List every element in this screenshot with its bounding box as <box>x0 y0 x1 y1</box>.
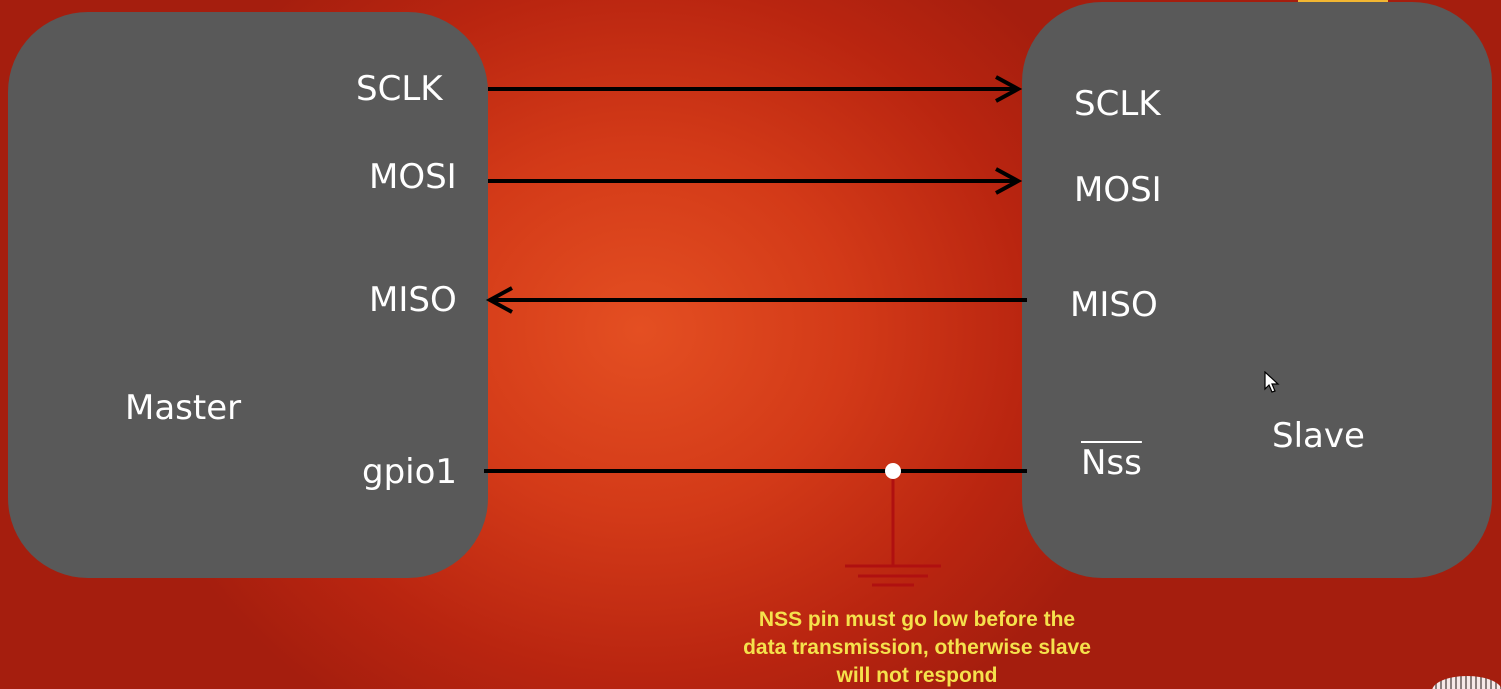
master-mosi-label: MOSI <box>369 157 457 197</box>
top-accent-bar <box>1298 0 1388 3</box>
slave-title: Slave <box>1272 416 1365 456</box>
slave-sclk-label: SCLK <box>1074 84 1161 124</box>
slave-box <box>1022 2 1492 578</box>
master-box <box>8 12 488 578</box>
note-line-2: data transmission, otherwise slave <box>743 636 1091 659</box>
master-sclk-label: SCLK <box>356 69 443 109</box>
master-title: Master <box>125 388 242 428</box>
mouse-cursor-icon <box>1264 371 1280 393</box>
slave-nss-label: Nss <box>1081 443 1142 483</box>
corner-badge-icon <box>1432 676 1501 689</box>
slave-mosi-label: MOSI <box>1074 170 1162 210</box>
mosi-arrow-head <box>995 167 1023 195</box>
slave-miso-label: MISO <box>1070 285 1158 325</box>
note-line-3: will not respond <box>836 664 998 687</box>
junction-dot <box>885 463 901 479</box>
miso-arrow-head <box>485 286 513 314</box>
sclk-arrow-head <box>995 75 1023 103</box>
note-line-1: NSS pin must go low before the <box>758 608 1076 631</box>
nss-note: NSS pin must go low before the data tran… <box>700 606 1134 689</box>
master-miso-label: MISO <box>369 280 457 320</box>
master-gpio-label: gpio1 <box>362 452 458 492</box>
